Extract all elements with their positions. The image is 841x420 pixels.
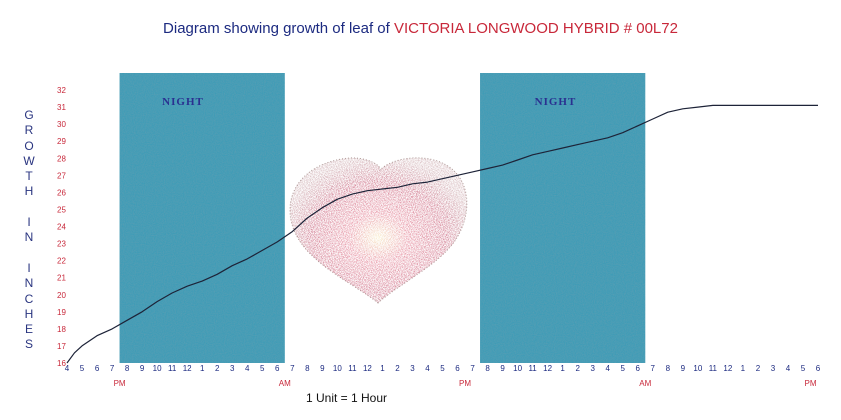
x-tick-label: 6 [95, 364, 100, 373]
title-highlight: VICTORIA LONGWOOD HYBRID # 00L72 [393, 20, 678, 37]
y-tick-label: 24 [57, 223, 66, 232]
ampm-label: PM [459, 379, 471, 388]
x-tick-label: 4 [65, 364, 70, 373]
night-band-texture [119, 73, 285, 363]
x-tick-label: 7 [651, 364, 656, 373]
x-tick-label: 3 [771, 364, 776, 373]
x-tick-label: 12 [363, 364, 372, 373]
x-tick-label: 1 [741, 364, 746, 373]
x-tick-label: 5 [440, 364, 445, 373]
night-band-2: NIGHT [480, 73, 646, 363]
x-tick-label: 8 [305, 364, 310, 373]
x-tick-label: 1 [560, 364, 565, 373]
y-tick-label: 16 [57, 359, 66, 368]
y-tick-label: 27 [57, 171, 66, 180]
x-tick-label: 11 [168, 364, 177, 373]
y-axis-ticks: 32 31 30 29 28 27 26 25 24 23 22 21 20 19 18 17 16 [57, 86, 66, 368]
ampm-label: AM [639, 379, 651, 388]
x-axis-label: 1 Unit = 1 Hour [305, 391, 388, 405]
x-tick-label: 8 [125, 364, 130, 373]
y-tick-label: 18 [57, 325, 66, 334]
x-tick-label: 6 [816, 364, 821, 373]
x-tick-label: 11 [709, 364, 718, 373]
x-tick-label: 1 [380, 364, 385, 373]
x-tick-label: 9 [681, 364, 686, 373]
x-tick-label: 8 [485, 364, 490, 373]
x-tick-label: 4 [786, 364, 791, 373]
ampm-label: AM [279, 379, 291, 388]
y-axis-label: G R O W T H I N I N C H E S [23, 108, 35, 352]
y-tick-label: 17 [57, 342, 66, 351]
chart-title: Diagram showing growth of leaf of VICTOR… [0, 20, 841, 37]
x-tick-label: 7 [470, 364, 475, 373]
x-tick-label: 5 [801, 364, 806, 373]
x-tick-label: 12 [183, 364, 192, 373]
x-tick-label: 9 [500, 364, 505, 373]
x-tick-label: 12 [723, 364, 732, 373]
x-tick-label: 4 [245, 364, 250, 373]
x-tick-label: 6 [275, 364, 280, 373]
x-tick-label: 2 [575, 364, 580, 373]
x-tick-label: 2 [395, 364, 400, 373]
x-tick-label: 10 [693, 364, 702, 373]
night-band-label: NIGHT [535, 96, 577, 108]
y-tick-label: 25 [57, 205, 66, 214]
x-tick-label: 8 [666, 364, 671, 373]
x-tick-label: 3 [410, 364, 415, 373]
leaf-illustration [289, 157, 468, 304]
x-tick-label: 2 [215, 364, 220, 373]
x-tick-label: 3 [230, 364, 235, 373]
y-tick-label: 20 [57, 291, 66, 300]
x-tick-label: 4 [605, 364, 610, 373]
x-tick-label: 5 [621, 364, 626, 373]
y-tick-label: 19 [57, 308, 66, 317]
leaf-edge [289, 157, 468, 304]
x-tick-label: 9 [140, 364, 145, 373]
x-tick-label: 7 [110, 364, 115, 373]
x-tick-label: 4 [425, 364, 430, 373]
x-tick-label: 11 [528, 364, 537, 373]
x-tick-label: 5 [80, 364, 85, 373]
title-prefix: Diagram showing growth of leaf of [163, 20, 394, 37]
y-tick-label: 21 [57, 274, 66, 283]
x-tick-label: 10 [333, 364, 342, 373]
ampm-label: PM [804, 379, 816, 388]
y-tick-label: 32 [57, 86, 66, 95]
x-tick-label: 6 [636, 364, 641, 373]
y-tick-label: 22 [57, 257, 66, 266]
x-tick-label: 10 [153, 364, 162, 373]
night-band-1: NIGHT [119, 73, 285, 363]
y-tick-label: 30 [57, 120, 66, 129]
x-tick-label: 3 [590, 364, 595, 373]
ampm-label: PM [114, 379, 126, 388]
x-tick-label: 7 [290, 364, 295, 373]
x-tick-label: 9 [320, 364, 325, 373]
x-tick-label: 6 [455, 364, 460, 373]
x-tick-label: 10 [513, 364, 522, 373]
x-axis-ticks: 4 5 6 7 8 9 10 11 12 1 2 3 4 5 6 7 8 9 10 11 12 1 2 3 4 5 6 7 8 9 10 11… [65, 364, 821, 373]
x-tick-label: 2 [756, 364, 761, 373]
growth-series-line [66, 104, 818, 364]
night-band-label: NIGHT [162, 96, 204, 108]
x-tick-label: 12 [543, 364, 552, 373]
y-tick-label: 29 [57, 137, 66, 146]
x-tick-label: 11 [348, 364, 357, 373]
y-tick-label: 23 [57, 240, 66, 249]
leaf-body [289, 157, 467, 303]
y-tick-label: 28 [57, 154, 66, 163]
y-tick-label: 31 [57, 103, 66, 112]
night-band-texture [480, 73, 646, 363]
ampm-labels: PM AM PM AM PM [114, 379, 817, 388]
y-tick-label: 26 [57, 188, 66, 197]
x-tick-label: 5 [260, 364, 265, 373]
x-tick-label: 1 [200, 364, 205, 373]
